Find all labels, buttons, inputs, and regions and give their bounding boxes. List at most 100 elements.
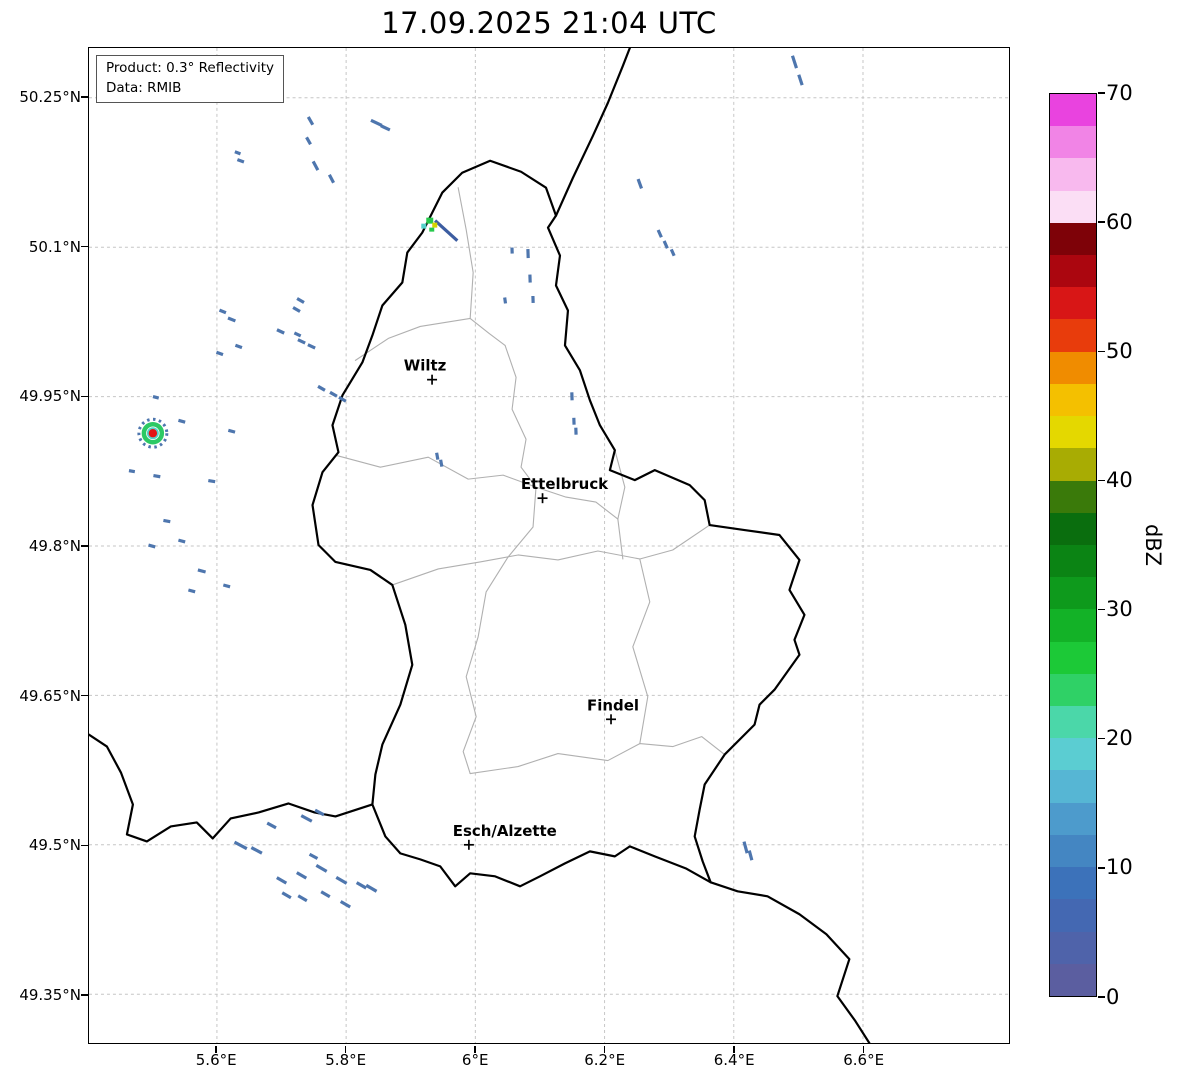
colorbar-band	[1050, 190, 1096, 223]
lat-tick-mark	[81, 96, 88, 98]
echo-mark	[307, 343, 316, 350]
gridlines	[89, 48, 1009, 1043]
colorbar-band	[1050, 480, 1096, 513]
echo-mark	[747, 850, 754, 861]
echo-mark	[266, 821, 277, 830]
colorbar-unit-label: dBZ	[1136, 93, 1170, 997]
lon-tick-label: 6.2°E	[584, 1051, 626, 1069]
lon-tick-label: 6°E	[461, 1051, 489, 1069]
lat-tick-label: 49.95°N	[19, 387, 81, 406]
colorbar-tick-mark	[1098, 350, 1105, 353]
echo-mark	[503, 297, 508, 304]
echo-mark	[662, 240, 669, 249]
echo-mark	[234, 343, 243, 350]
lon-tick-mark	[474, 1045, 476, 1053]
colorbar-tick-label: 10	[1106, 855, 1133, 880]
luxembourg-border	[311, 159, 806, 888]
echo-mark	[233, 840, 248, 851]
colorbar-band	[1050, 867, 1096, 900]
colorbar-tick-label: 30	[1106, 597, 1133, 622]
echo-mark	[370, 118, 383, 127]
lat-tick-mark	[81, 545, 88, 547]
colorbar-tick-mark	[1098, 867, 1105, 869]
lon-tick-mark	[603, 1045, 606, 1053]
colorbar-tick-mark	[1098, 221, 1105, 223]
lat-tick-label: 49.35°N	[19, 986, 81, 1005]
echo-mark	[178, 538, 186, 544]
cell-mark	[426, 217, 434, 224]
radar-site-dot	[148, 429, 158, 438]
echo-mark	[128, 469, 136, 474]
echo-mark	[236, 158, 245, 164]
colorbar-band	[1050, 834, 1096, 868]
echo-mark	[797, 74, 804, 86]
colorbar-tick-mark	[1098, 737, 1105, 740]
echo-mark	[281, 891, 292, 900]
cell-mark	[421, 223, 427, 229]
city-label: Esch/Alzette	[453, 822, 557, 840]
colorbar-band	[1050, 512, 1096, 545]
colorbar-band	[1050, 802, 1096, 835]
echo-mark	[636, 178, 644, 189]
cell-mark	[434, 219, 459, 242]
lon-tick-mark	[344, 1045, 347, 1053]
lat-tick-label: 49.8°N	[28, 536, 81, 555]
colorbar-tick-mark	[1098, 996, 1105, 998]
echo-mark	[435, 452, 440, 460]
echo-mark	[218, 308, 227, 315]
echo-mark	[311, 160, 320, 171]
lon-tick-mark	[733, 1045, 735, 1053]
echo-mark	[656, 229, 663, 238]
echo-mark	[439, 459, 444, 467]
lat-tick-label: 49.65°N	[19, 686, 81, 705]
figure-title: 17.09.2025 21:04 UTC	[381, 6, 717, 40]
colorbar-band	[1050, 448, 1096, 481]
echo-mark	[380, 124, 391, 132]
cell-mark	[432, 222, 438, 228]
lon-tick-mark	[215, 1045, 217, 1053]
lat-tick-label: 49.5°N	[28, 836, 81, 855]
lon-tick-label: 5.6°E	[195, 1051, 237, 1069]
colorbar-band	[1050, 222, 1096, 255]
echo-mark	[227, 428, 236, 434]
echo-mark	[297, 894, 308, 903]
echo-mark	[305, 136, 312, 146]
colorbar-band	[1050, 126, 1096, 159]
lat-tick-mark	[81, 844, 88, 847]
echo-mark	[153, 473, 161, 479]
cell-mark	[429, 227, 435, 232]
echo-mark	[292, 306, 301, 313]
echo-mark	[222, 583, 231, 589]
radar-clutter-ring	[137, 217, 459, 449]
echo-mark	[300, 814, 313, 823]
colorbar-band	[1050, 770, 1096, 803]
colorbar-tick-label: 0	[1106, 984, 1120, 1009]
clutter-green-ring	[141, 421, 165, 445]
echo-mark	[308, 852, 319, 860]
lon-tick-label: 6.6°E	[843, 1051, 885, 1069]
echo-mark	[315, 863, 328, 873]
lon-tick-mark	[862, 1045, 865, 1053]
echo-mark	[306, 116, 315, 126]
product-info-box: Product: 0.3° Reflectivity Data: RMIB	[96, 55, 284, 104]
city-label: Findel	[587, 696, 639, 714]
colorbar-band	[1050, 93, 1096, 127]
lat-tick-label: 50.25°N	[19, 87, 81, 106]
echo-mark	[365, 883, 378, 893]
colorbar-band	[1050, 544, 1096, 578]
data-source-line: Data: RMIB	[106, 79, 182, 96]
lat-tick-label: 50.1°N	[28, 237, 81, 256]
city-label: Wiltz	[404, 357, 447, 375]
echo-mark	[296, 297, 305, 304]
echo-mark	[234, 150, 242, 156]
echo-mark	[317, 384, 326, 392]
echo-mark	[510, 247, 514, 254]
colorbar-band	[1050, 577, 1096, 610]
city-label: Ettelbruck	[521, 475, 609, 493]
colorbar-band	[1050, 963, 1096, 996]
colorbar-unit-text: dBZ	[1141, 523, 1165, 567]
colorbar-band	[1050, 416, 1096, 449]
echo-mark	[669, 248, 676, 257]
echo-mark	[570, 392, 574, 401]
